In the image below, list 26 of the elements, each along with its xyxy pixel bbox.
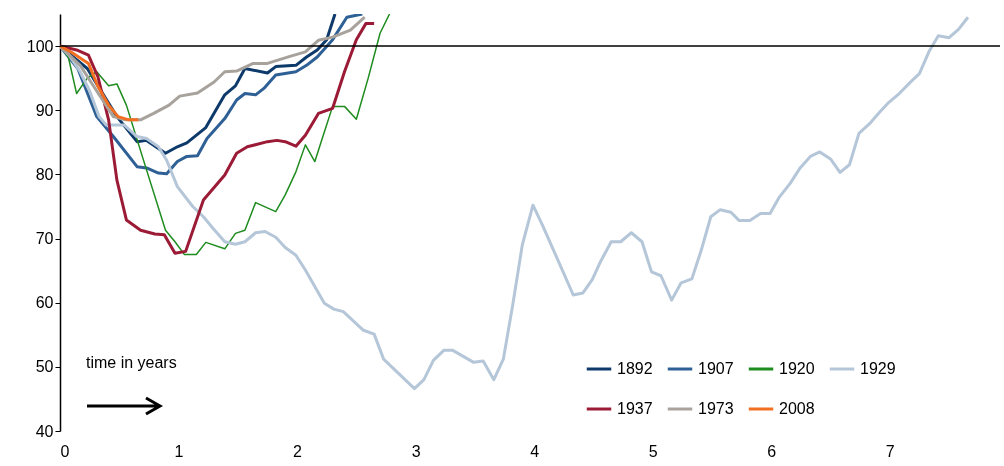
x-tick-label: 4	[530, 442, 540, 460]
x-tick-label: 2	[293, 442, 303, 460]
line-series	[60, 15, 970, 391]
x-tick-label: 3	[411, 442, 421, 460]
legend-label: 1973	[698, 400, 734, 417]
x-tick-label: 5	[648, 442, 658, 460]
annotation: time in years	[86, 354, 177, 371]
y-tick-label: 80	[35, 165, 54, 183]
legend-label: 1920	[779, 360, 815, 377]
legend-label: 1907	[698, 360, 734, 377]
legend-label: 1892	[617, 360, 653, 377]
y-tick-label: 100	[26, 37, 54, 55]
y-tick-label: 60	[35, 294, 54, 312]
line-series	[60, 15, 367, 122]
y-tick-label: 40	[35, 422, 54, 440]
legend-label: 1937	[617, 400, 653, 417]
y-tick-label: 70	[35, 230, 54, 248]
x-tick-label: 1	[174, 442, 184, 460]
legend-label: 2008	[779, 400, 815, 417]
legend-label: 1929	[860, 360, 896, 377]
y-tick-label: 50	[35, 358, 54, 376]
x-tick-label: 6	[767, 442, 777, 460]
line-series	[60, 44, 140, 122]
x-tick-label: 7	[885, 442, 895, 460]
x-tick-label: 0	[60, 442, 70, 460]
y-tick-label: 90	[35, 101, 54, 119]
